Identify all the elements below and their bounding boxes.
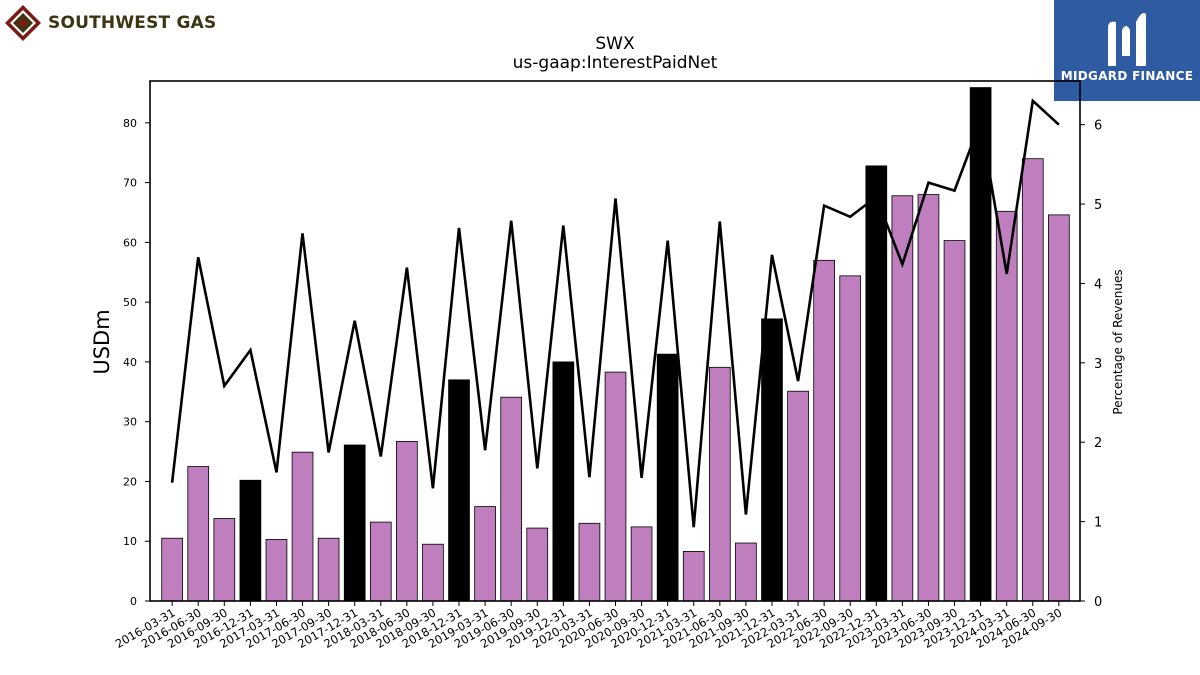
bar [917,194,940,602]
y2-tick-label: 3 [1094,357,1102,372]
bar [1021,158,1044,602]
y2-tick-label: 2 [1094,436,1102,451]
bar [761,318,783,602]
bar [630,526,653,602]
bar [682,550,705,602]
bar [526,527,549,602]
series-line [170,98,1060,528]
chart-title: SWX [595,34,635,54]
y-tick-label: 70 [123,177,137,190]
bar [291,451,314,602]
bar [343,444,366,602]
bar [656,353,679,602]
y-tick-label: 80 [123,117,137,130]
bar [708,366,731,602]
bar [265,539,288,602]
y-axis-label: USDm [90,309,114,374]
y-tick-label: 50 [123,296,137,309]
bar [865,165,888,602]
bar [787,390,809,602]
chart-subtitle: us-gaap:InterestPaidNet [513,53,718,73]
bar [1048,214,1070,602]
bar [578,522,601,602]
bar [422,543,444,602]
bar [943,240,966,602]
y-tick-label: 10 [123,535,137,548]
bar [448,379,470,602]
bar [735,542,757,602]
bar [552,361,575,602]
finance-logo-panel: MIDGARD FINANCE [1054,0,1200,101]
bar [317,537,340,602]
y2-tick-label: 6 [1094,119,1102,134]
y-tick-label: 60 [123,236,137,249]
bar [396,441,418,602]
bar [161,537,183,602]
finance-name: MIDGARD FINANCE [1060,69,1194,83]
bar [839,275,862,602]
southwest-gas-diamond-logo-icon [5,5,41,41]
y2-tick-label: 0 [1094,595,1102,610]
y-tick-label: 30 [123,416,137,429]
y2-tick-label: 5 [1094,198,1102,213]
y2-tick-label: 4 [1094,277,1102,292]
y-tick-label: 40 [123,356,137,369]
y2-tick-label: 1 [1094,516,1102,531]
bar [474,506,496,602]
bar [187,466,210,602]
bar-group [161,87,1070,602]
y-tick-label: 0 [130,595,137,608]
bar [891,195,914,602]
y2-axis-label: Percentage of Revenues [1111,269,1125,414]
line-group [170,98,1060,528]
midgard-m-logo-icon [1108,13,1146,67]
bar [239,479,262,602]
bar [213,518,236,602]
company-name: SOUTHWEST GAS [48,13,217,33]
bar [604,371,627,602]
bar [369,521,392,602]
bar [813,259,835,602]
company-logo: SOUTHWEST GAS [4,4,216,42]
bar [500,396,523,602]
y-tick-label: 20 [123,475,137,488]
